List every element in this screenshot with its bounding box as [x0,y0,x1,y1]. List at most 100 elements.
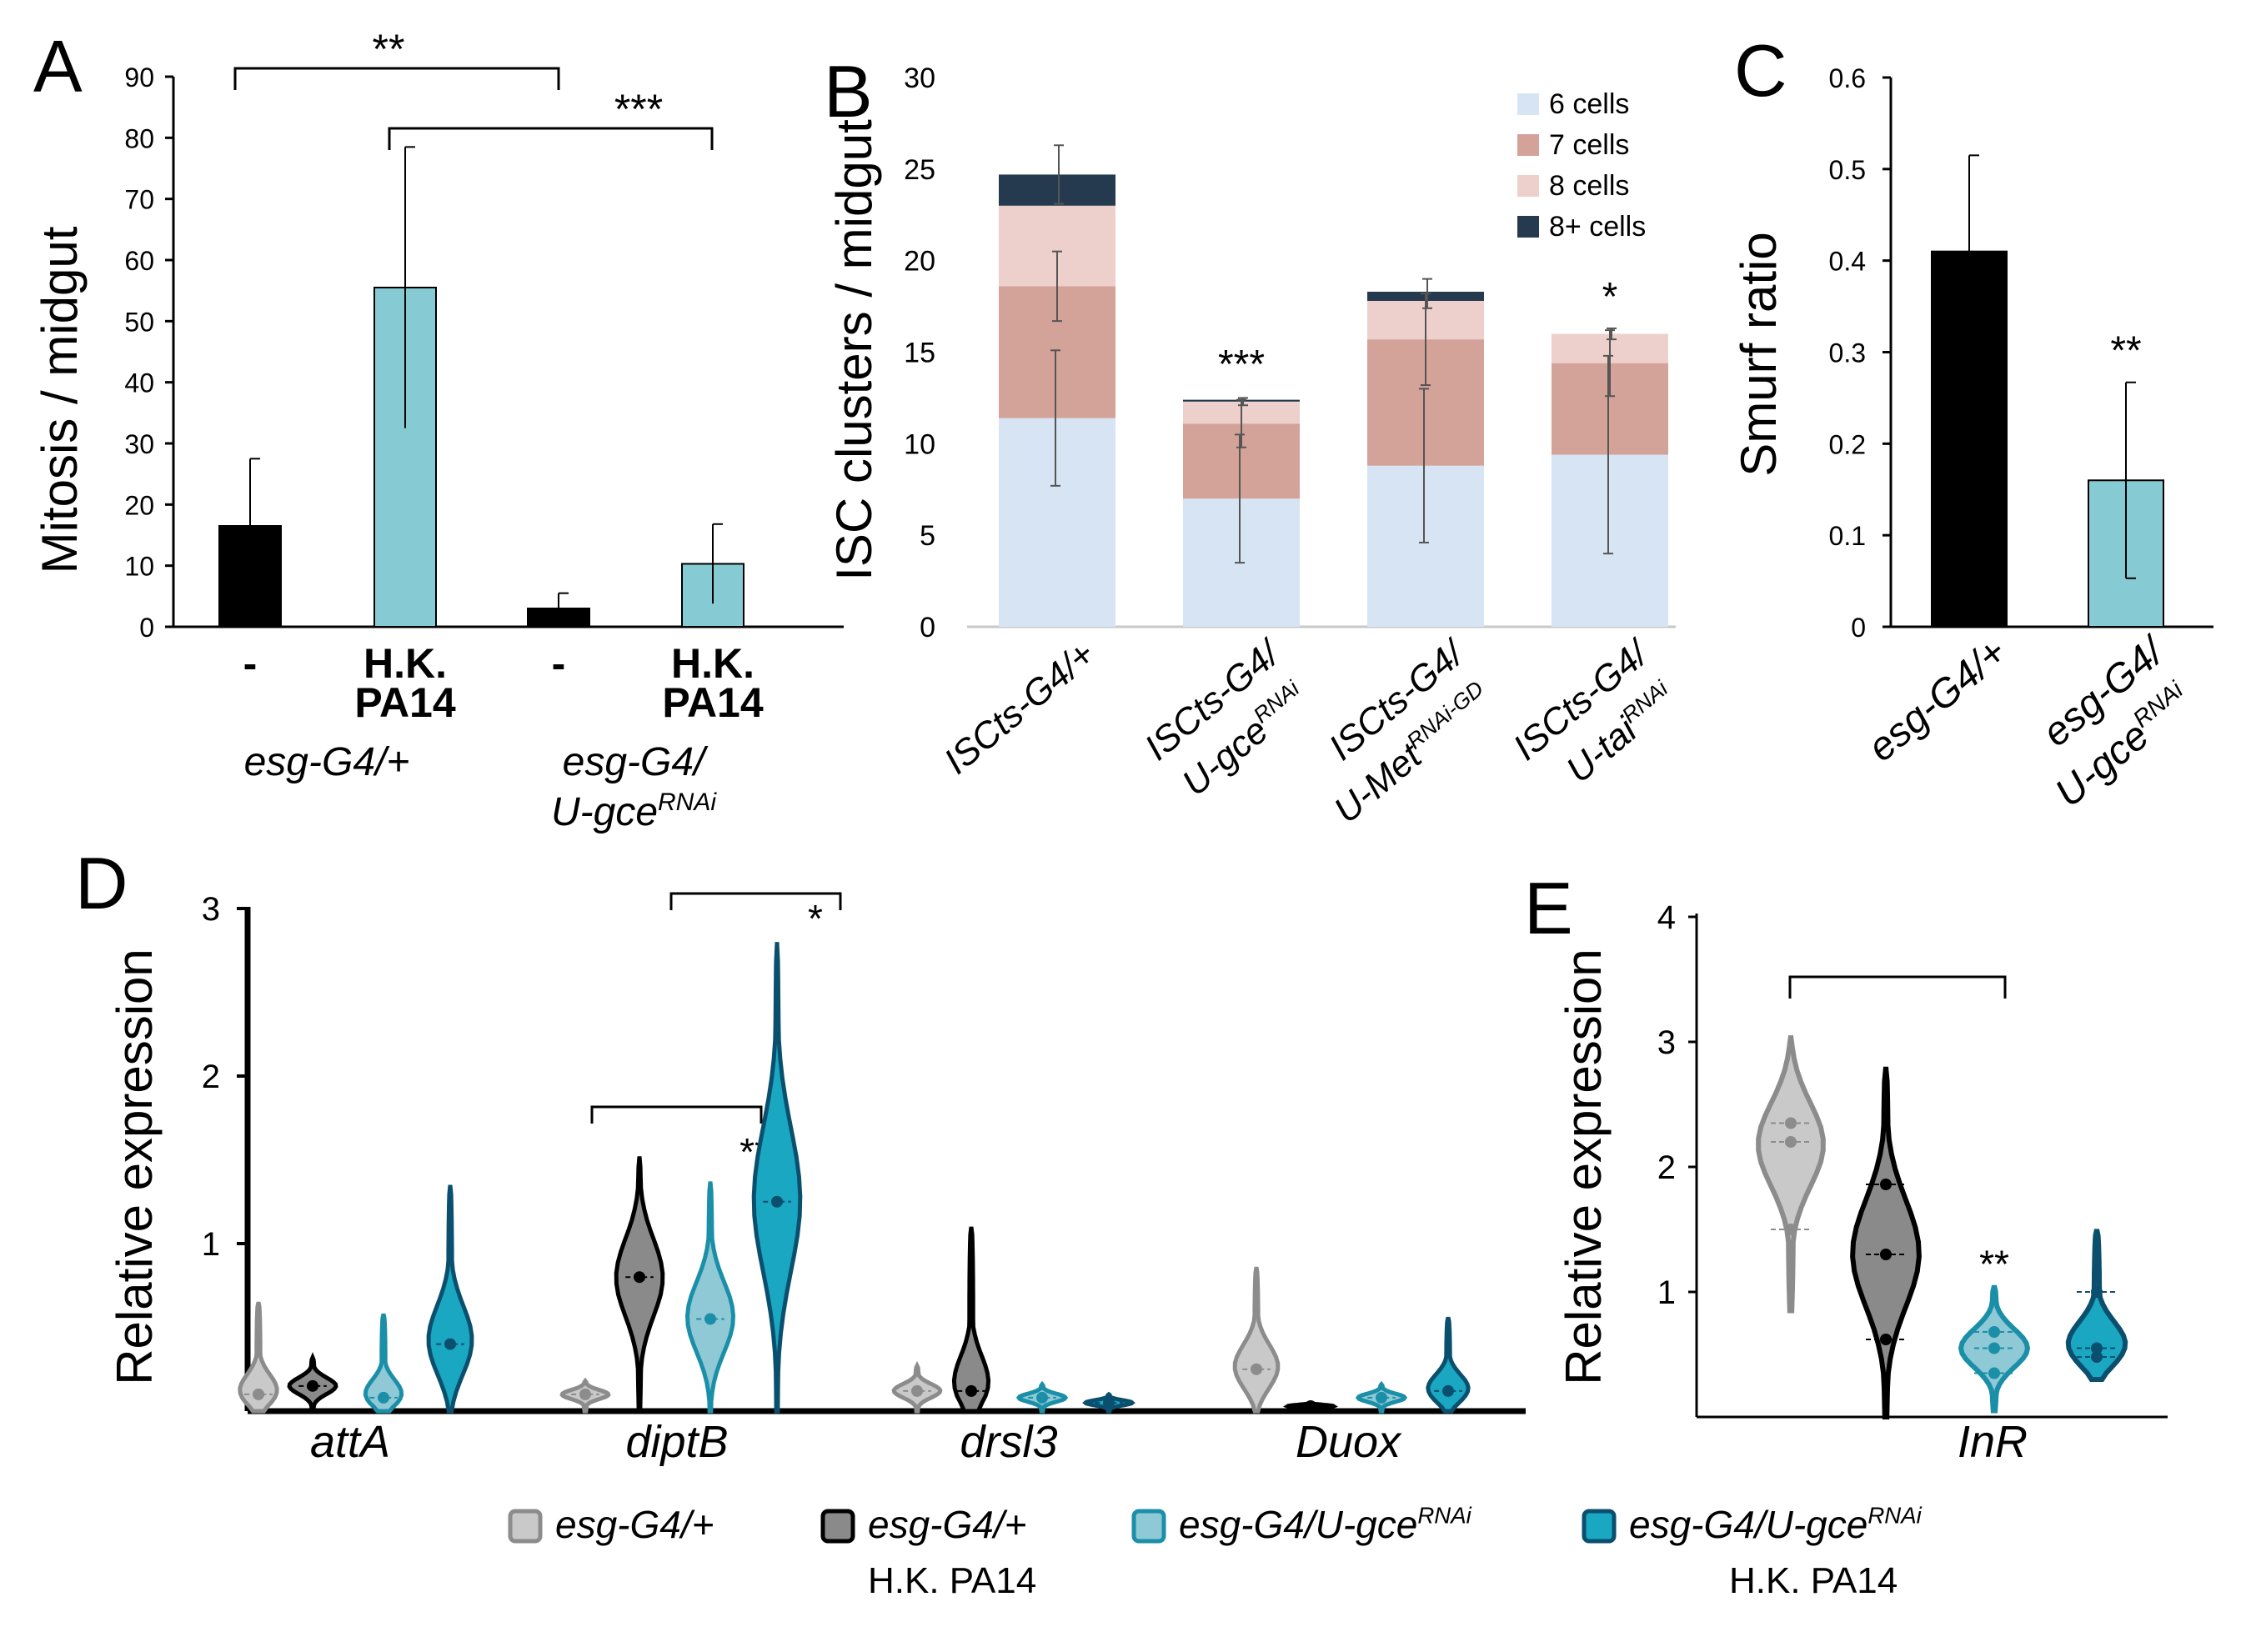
panel-c-sig: ** [2110,329,2141,373]
panel-d-gene-label: drsl3 [960,1417,1057,1467]
panel-c-ytick-label: 0.1 [1829,521,1866,551]
panel-b-ytick-label: 15 [904,338,935,369]
legend-label-base: esg-G4/U-gce [1179,1503,1417,1546]
panel-letter-a: A [33,25,83,108]
panel-d-gene-label: diptB [625,1417,728,1467]
panel-d-violin-point [378,1391,389,1404]
panel-b-xlabels: ISCts-G4/+ ISCts-G4/U-gceRNAi ISCts-G4/U-M… [936,632,1673,832]
panel-a-ytick-label: 30 [124,429,154,459]
legend-swatch [1131,1509,1166,1544]
panel-d-gene-labels: attA diptB drsl3 Duox [310,1417,1402,1467]
panel-d: D Relative expression 123 ** * attA diptB… [75,842,1526,1467]
panel-d-violin-point [1251,1363,1262,1375]
panel-a-bracket-2 [388,127,714,150]
panel-d-ytick-label: 2 [202,1059,220,1095]
panel-a-bars [218,146,744,628]
legend-label: esg-G4/+ [868,1503,1027,1546]
panel-e-sig: ** [1979,1243,2009,1286]
panel-d-ylabel: Relative expression [107,949,163,1385]
panel-letter-c: C [1734,29,1787,112]
panel-b-legend-label: 7 cells [1549,129,1629,161]
panel-b-bar-segment [1552,454,1668,627]
panel-c-ytick-label: 0.5 [1829,155,1866,185]
panel-e-violin [2065,1229,2128,1382]
panel-b-ytick-label: 0 [920,612,935,643]
legend-label: esg-G4/+ [555,1503,714,1546]
panel-d-violin-point [444,1338,456,1350]
legend-swatch [820,1509,855,1544]
legend-swatch [1582,1509,1617,1544]
legend-label-sup: RNAi [1867,1503,1922,1529]
panel-a-sig-2: *** [614,86,663,133]
panel-c-ytick-label: 0 [1851,613,1866,643]
panel-c-xlabels: esg-G4/+ esg-G4/U-gceRNAi [1860,628,2189,816]
panel-e: E Relative expression 1 2 3 4 ** InR [1524,867,2168,1467]
legend-label: esg-G4/U-gceRNAi [1179,1503,1472,1546]
panel-d-gene-label: Duox [1296,1417,1402,1467]
panel-a-ytick-label: 80 [124,123,154,153]
panel-a-cat-4: H.K. [671,640,755,687]
panel-b-ytick-label: 30 [904,63,935,94]
panel-d-violin-point [307,1379,318,1392]
panel-d-violin-point [704,1313,716,1325]
panel-e-ytick-label: 3 [1657,1024,1676,1061]
panel-e-violin-point [2091,1342,2103,1354]
panel-a-ytick-label: 60 [124,246,154,276]
panel-d-ytick-label: 3 [202,891,220,928]
panel-d-violin [1426,1316,1471,1414]
panel-e-violin [1850,1066,1922,1419]
panel-b-legend-label: 6 cells [1549,88,1629,120]
panel-e-gene-label: InR [1958,1417,2028,1467]
panel-a-bracket-1 [233,67,560,90]
panel-c-ytick-label: 0.4 [1829,247,1866,277]
panel-d-bracket-2 [669,892,842,910]
panel-c-ytick-label: 0.2 [1829,429,1866,459]
panel-b-legend-label: 8 cells [1549,170,1629,202]
panel-b-ytick-label: 25 [904,154,935,186]
panel-d-violin-point [1103,1396,1115,1409]
panel-e-violin-point [1988,1326,2000,1338]
panel-b-ytick-label: 10 [904,428,935,460]
panel-e-violin-point [1988,1367,2000,1379]
panel-a-ytick-label: 70 [124,185,154,215]
figure-legend: esg-G4/+ esg-G4/+H.K. PA14esg-G4/U-gceRNA… [508,1503,1923,1601]
panel-b-xlabel: ISCts-G4/+ [936,633,1102,782]
panel-c-ylabel: Smurf ratio [1731,232,1787,476]
panel-d-violin-point [1305,1399,1316,1412]
panel-e-violin-point [1785,1224,1797,1235]
panel-c-bars: ** [1931,154,2164,628]
legend-label-line2: H.K. PA14 [868,1560,1036,1601]
panel-c-yticks: 0 0.1 0.2 0.3 0.4 0.5 0.6 [1829,63,1891,643]
panel-c-ytick-label: 0.6 [1829,63,1866,93]
panel-d-violin [951,1226,991,1414]
panel-b-bar-segment [999,174,1115,206]
panel-b-legend-swatch [1517,134,1539,156]
panel-a-sig-1: ** [373,26,405,73]
panel-d-violin-point [253,1388,264,1400]
panel-b-bar-segment [999,418,1115,627]
panel-b-legend-swatch [1517,93,1539,115]
legend-label: esg-G4/U-gceRNAi [1629,1503,1923,1546]
panel-e-violin-point [1988,1342,2000,1354]
panel-b-sig: *** [1218,343,1265,387]
panel-e-violin-point [1785,1136,1797,1148]
panel-d-violin [751,942,803,1414]
panel-d-violin-point [1376,1391,1387,1404]
panel-d-violin-point [634,1271,645,1284]
panel-e-bracket [1788,975,2007,999]
panel-d-violin-point [1036,1391,1048,1404]
legend-label-line2: H.K. PA14 [1729,1560,1898,1601]
panel-d-violin-point [579,1388,591,1400]
panel-a-ytick-label: 90 [124,63,154,93]
panel-b-legend-swatch [1517,175,1539,197]
panel-a: A Mitosis / midgut 0 10 20 30 40 50 60 70 80 90 *… [32,25,844,834]
panel-a-ytick-label: 50 [124,307,154,337]
panel-d-violin [363,1313,404,1414]
panel-a-ytick-label: 20 [124,490,154,520]
panel-b-bars: **** [999,144,1668,627]
panel-a-cat-2: H.K. [363,640,447,687]
panel-a-cat-4-line2: PA14 [662,679,764,726]
panel-e-ytick-label: 1 [1657,1274,1676,1311]
